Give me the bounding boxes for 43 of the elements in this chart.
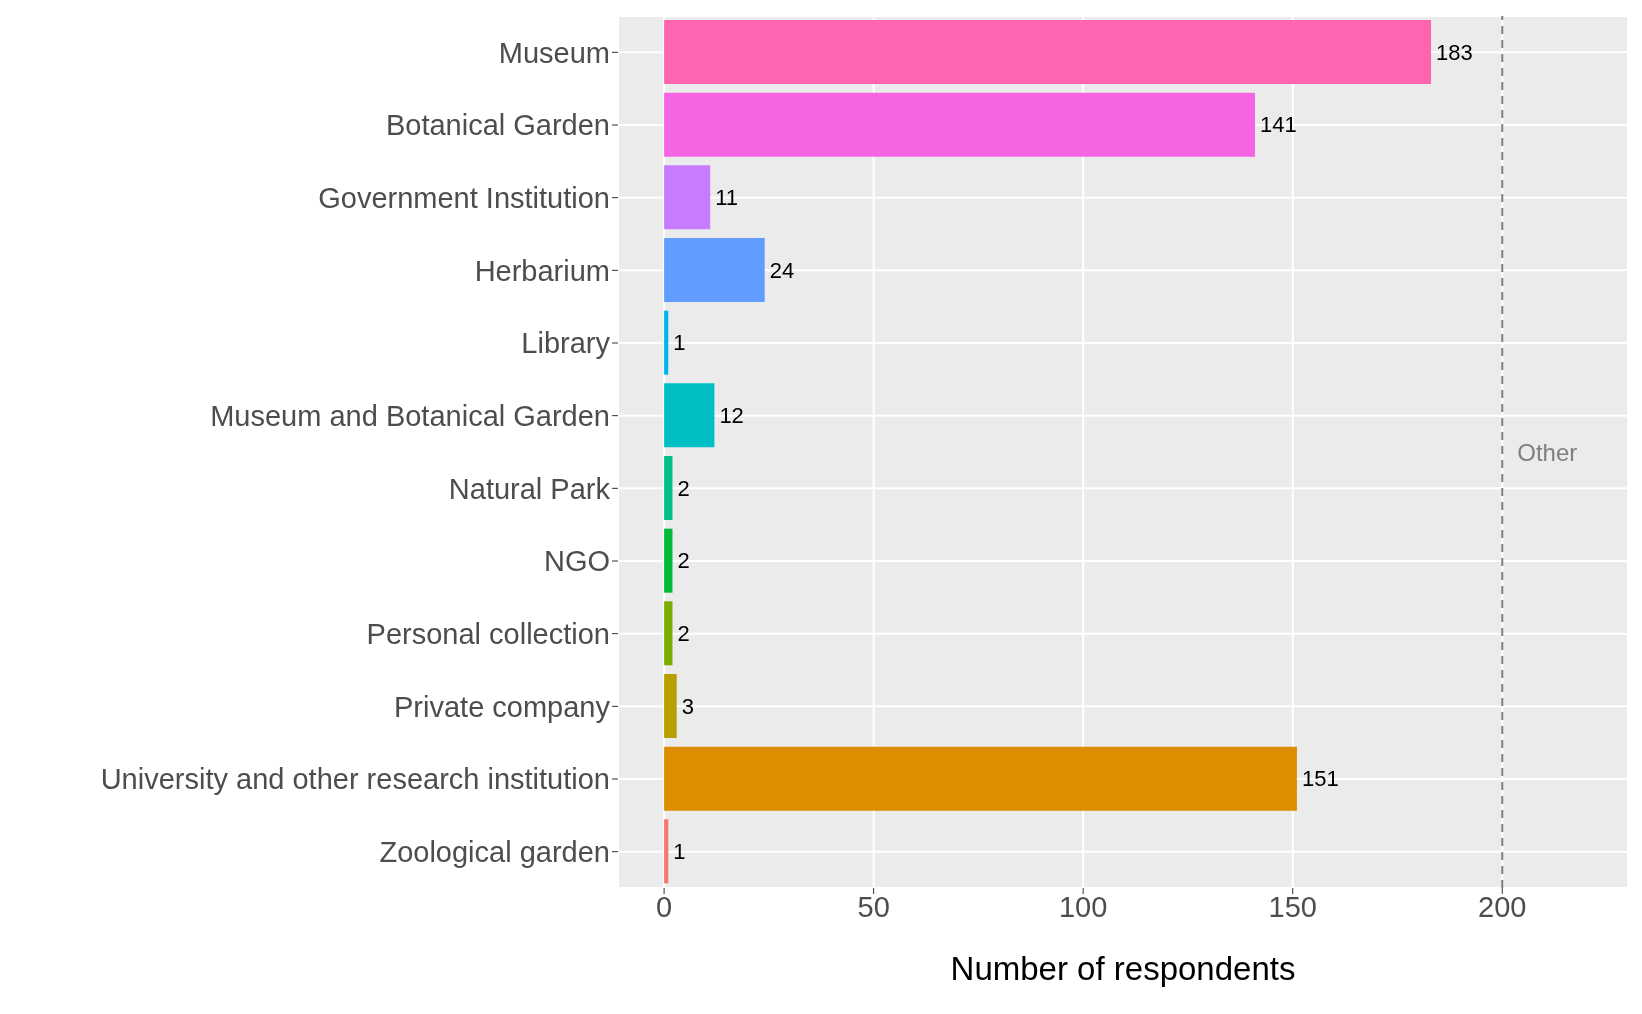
data-label: 183: [1436, 39, 1473, 65]
y-tick-label: Government Institution: [318, 181, 610, 214]
data-label: 1: [673, 839, 686, 865]
data-label: 2: [677, 475, 690, 501]
data-label: 141: [1260, 112, 1297, 138]
y-tick-label: Herbarium: [474, 254, 610, 287]
bar: [664, 92, 1256, 157]
bar: [664, 238, 765, 302]
y-tick-label: Botanical Garden: [385, 109, 610, 142]
data-label: 151: [1301, 766, 1339, 792]
data-label: 12: [719, 403, 744, 429]
data-label: 2: [677, 621, 690, 647]
bar: [664, 20, 1432, 84]
data-label: 1: [673, 330, 686, 356]
y-tick-label: University and other research institution: [100, 763, 610, 796]
y-tick-label: Zoological garden: [379, 835, 610, 868]
y-tick-label: Museum: [498, 36, 610, 69]
x-tick-label: 100: [1058, 890, 1108, 923]
x-tick-label: 0: [656, 890, 673, 923]
y-tick-label: NGO: [543, 545, 610, 578]
x-tick-label: 150: [1268, 890, 1317, 923]
data-label: 2: [677, 548, 690, 574]
data-label: 24: [769, 257, 795, 283]
bar: [664, 746, 1297, 811]
bar: [664, 310, 669, 375]
bar: [664, 674, 677, 738]
x-tick-label: 200: [1478, 890, 1527, 923]
data-label: 11: [715, 185, 739, 211]
x-tick-label: 50: [857, 890, 890, 923]
bar: [664, 528, 673, 593]
y-tick-label: Personal collection: [366, 617, 610, 650]
y-tick-label: Library: [521, 327, 611, 360]
y-tick-label: Private company: [394, 690, 611, 723]
bar: [664, 819, 669, 884]
bar: [664, 383, 715, 448]
y-tick-label: Natural Park: [448, 472, 611, 505]
bar: [664, 165, 711, 230]
bar: [664, 456, 673, 520]
y-tick-label: Museum and Botanical Garden: [210, 399, 610, 432]
ref-line-label: Other: [1517, 438, 1578, 466]
bar: [664, 601, 673, 666]
x-axis-title: Number of respondents: [950, 950, 1296, 987]
data-label: 3: [681, 693, 694, 719]
